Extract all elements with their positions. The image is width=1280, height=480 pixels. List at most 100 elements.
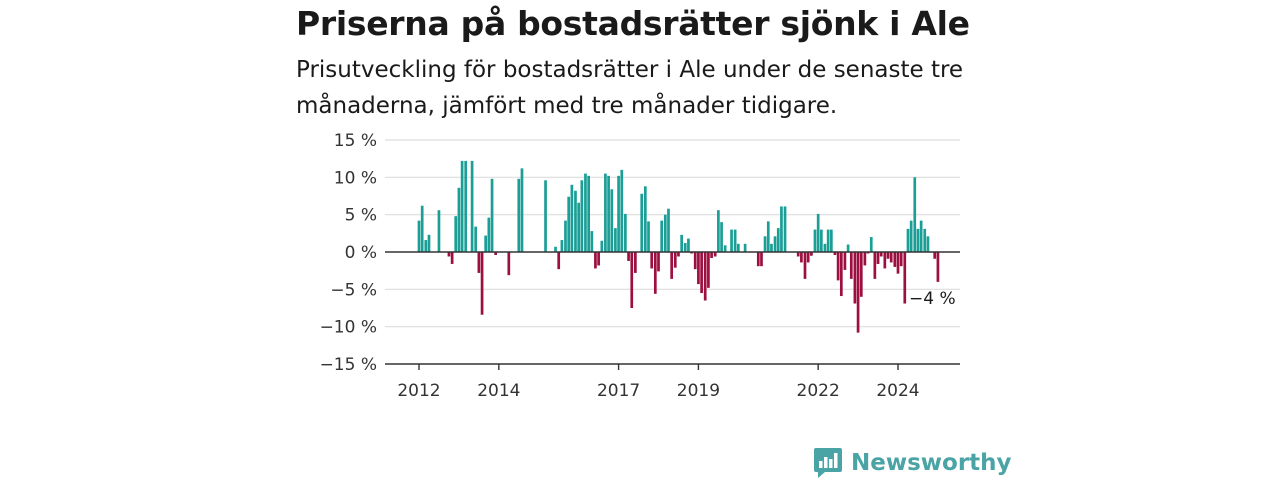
last-value-annotation: −4 % [909,289,956,309]
bar [836,252,840,281]
bar [624,213,627,252]
bar [859,252,863,297]
bar [899,252,903,267]
bar [733,229,737,252]
bar [630,252,634,308]
bar [450,252,454,264]
grid-lines [385,139,960,328]
bar [893,252,897,267]
x-axis: 2012 2014 2017 2019 2022 2024 [385,251,960,401]
bar [843,252,847,270]
bar [567,196,571,252]
bar [717,210,720,252]
x-tick-label: 2012 [397,381,440,401]
bar [580,180,584,252]
bar [883,252,887,269]
bar [447,252,451,257]
bar [584,173,587,252]
bar [570,184,574,252]
bar [913,177,917,252]
bar [700,252,703,294]
bar [863,252,867,266]
bar [776,228,780,252]
bar [713,252,717,257]
bar [823,243,827,252]
bar [916,228,920,252]
bar [687,238,690,252]
bar [796,252,800,257]
bar [763,236,767,252]
y-tick-label: 5 % [345,206,377,226]
bar [846,244,850,252]
bar [454,216,458,252]
bar [869,237,873,252]
bar [437,210,441,252]
bar [879,252,883,257]
bar [813,229,817,252]
bar [577,202,581,252]
bar [597,252,600,266]
bar [460,160,464,252]
chart-subtitle: Prisutveckling för bostadsrätter i Ale u… [296,57,964,119]
bar [919,220,923,252]
bar [856,252,860,333]
bar [839,252,843,297]
bar [833,252,837,255]
bar [487,217,491,252]
bar [770,243,773,252]
bar [766,221,770,252]
bar [723,245,727,252]
bar [707,252,710,288]
bars [417,160,940,333]
y-tick-label: 15 % [334,131,377,151]
bar [853,252,857,304]
x-tick-label: 2024 [876,381,919,401]
bar [736,243,740,252]
bar [829,229,833,252]
bar [594,252,597,269]
x-tick-label: 2022 [797,381,840,401]
bar [886,252,890,259]
bar [800,252,803,263]
bar [780,206,783,252]
bar [697,252,700,285]
bar [703,252,707,301]
bar [647,221,650,252]
bar [760,252,763,267]
bar [693,252,697,270]
y-tick-label: 0 % [345,243,377,263]
bar [933,252,937,259]
x-tick-label: 2019 [677,381,720,401]
bar [417,220,421,252]
bar [477,252,481,273]
bar [803,252,807,279]
bar [906,228,910,252]
bar [554,246,557,252]
bar [896,252,900,274]
bar [600,240,604,252]
bar [673,252,677,268]
bar [730,229,733,252]
y-tick-label: −10 % [320,318,377,338]
bar [610,189,614,252]
bar [683,243,687,252]
bar [826,229,830,252]
bar [457,187,461,252]
bar [680,234,683,252]
bar [507,252,511,276]
bar [909,220,913,252]
bar [889,252,893,263]
y-axis: 15 % 10 % 5 % 0 % −5 % −10 % −15 % [320,131,377,375]
bar [614,228,617,252]
bar [810,252,813,256]
bar [627,252,630,261]
bar [923,228,927,252]
bar [424,240,428,252]
y-tick-label: −15 % [320,355,377,375]
bar [653,252,657,294]
bar [420,205,424,252]
bar [464,160,468,252]
bar [494,252,497,255]
bar [670,252,674,279]
